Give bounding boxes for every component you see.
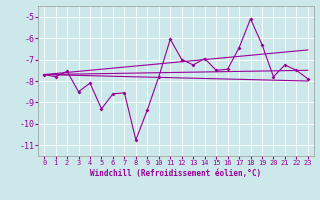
- X-axis label: Windchill (Refroidissement éolien,°C): Windchill (Refroidissement éolien,°C): [91, 169, 261, 178]
